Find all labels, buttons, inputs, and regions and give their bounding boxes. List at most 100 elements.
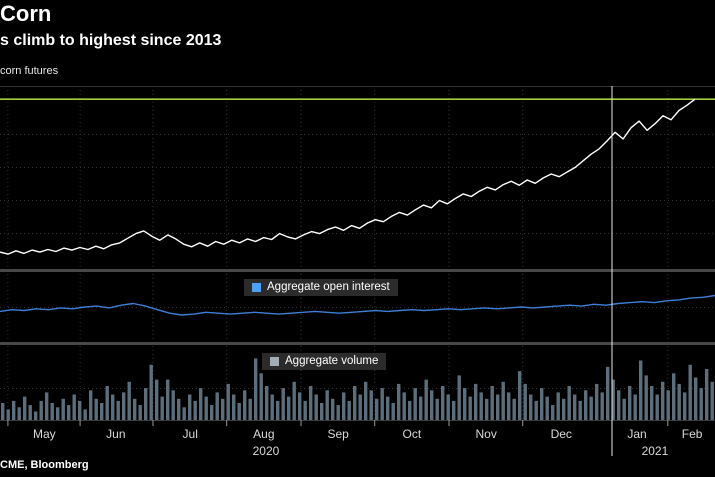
panel-divider-lower xyxy=(0,342,715,345)
volume-bar xyxy=(446,394,450,420)
volume-bar xyxy=(369,390,373,420)
x-axis-month-feb: Feb xyxy=(681,427,703,441)
volume-bar xyxy=(61,398,65,421)
volume-bar xyxy=(397,383,401,420)
volume-bar xyxy=(210,405,214,420)
volume-bar xyxy=(17,407,21,420)
legend-volume: Aggregate volume xyxy=(262,353,387,370)
volume-bar xyxy=(56,407,60,420)
volume-bar xyxy=(666,390,670,420)
volume-bar xyxy=(12,400,16,420)
volume-bar xyxy=(171,390,175,420)
volume-bar xyxy=(529,394,533,420)
panel-divider-upper xyxy=(0,269,715,272)
volume-bar xyxy=(386,396,390,420)
volume-bar xyxy=(353,386,357,420)
x-axis-month-sep: Sep xyxy=(327,427,349,441)
volume-bar xyxy=(479,392,483,420)
legend-open-interest-label: Aggregate open interest xyxy=(267,281,390,293)
volume-bar xyxy=(490,386,494,420)
volume-bar xyxy=(144,388,148,420)
volume-bar xyxy=(320,403,324,420)
volume-bar xyxy=(402,392,406,420)
volume-bar xyxy=(303,400,307,420)
x-axis-month-jan: Jan xyxy=(627,427,647,441)
volume-bar xyxy=(133,398,137,421)
volume-bar xyxy=(391,403,395,420)
volume-bar xyxy=(149,364,153,421)
volume-bar xyxy=(534,400,538,420)
volume-bar xyxy=(699,388,703,420)
volume-bar xyxy=(523,383,527,420)
x-axis-month-nov: Nov xyxy=(475,427,497,441)
volume-bar xyxy=(611,379,615,420)
volume-bar xyxy=(243,390,247,420)
x-axis-month-oct: Oct xyxy=(402,427,422,441)
volume-bar xyxy=(122,392,126,420)
legend-open-interest: Aggregate open interest xyxy=(244,279,398,296)
volume-bar xyxy=(270,394,274,420)
volume-bar xyxy=(298,392,302,420)
volume-bar xyxy=(221,398,225,421)
volume-bar xyxy=(556,392,560,420)
volume-bar xyxy=(160,396,164,420)
volume-bar xyxy=(166,379,170,420)
price-series-label: corn futures xyxy=(0,65,59,77)
volume-bar xyxy=(600,392,604,420)
open-interest-line xyxy=(0,294,715,316)
volume-bar xyxy=(78,400,82,420)
volume-bar xyxy=(463,388,467,420)
volume-bar xyxy=(177,398,181,421)
x-axis-month-jul: Jul xyxy=(182,427,198,441)
volume-bar xyxy=(650,386,654,420)
page-title: Corn xyxy=(0,1,52,26)
volume-bar xyxy=(617,390,621,420)
volume-bar xyxy=(105,386,109,420)
volume-bar xyxy=(545,396,549,420)
volume-bar xyxy=(232,394,236,420)
volume-bar xyxy=(204,396,208,420)
volume-bars xyxy=(1,358,714,421)
volume-bar xyxy=(452,400,456,420)
volume-bar xyxy=(485,398,489,421)
volume-bar xyxy=(441,386,445,420)
volume-bar xyxy=(468,396,472,420)
volume-bar xyxy=(182,407,186,420)
volume-bar xyxy=(34,411,38,420)
volume-bar xyxy=(336,405,340,420)
volume-bar xyxy=(83,409,87,420)
volume-bar xyxy=(237,403,241,420)
volume-bar xyxy=(199,388,203,420)
volume-bar xyxy=(287,396,291,420)
volume-bar xyxy=(138,405,142,420)
volume-bar xyxy=(710,381,714,421)
volume-bar xyxy=(380,388,384,420)
chart-subtitle: s climb to highest since 2013 xyxy=(0,32,222,49)
volume-bar xyxy=(474,383,478,420)
volume-bar xyxy=(633,394,637,420)
x-axis-month-aug: Aug xyxy=(253,427,275,441)
volume-bar xyxy=(6,409,10,420)
volume-bar xyxy=(259,373,263,421)
volume-bar xyxy=(622,398,626,421)
volume-bar xyxy=(265,386,269,420)
volume-bar xyxy=(39,400,43,420)
volume-bar xyxy=(518,371,522,420)
volume-bar xyxy=(507,392,511,420)
volume-bar xyxy=(584,390,588,420)
volume-bar xyxy=(551,405,555,420)
volume-bar xyxy=(639,360,643,420)
volume-bar xyxy=(457,375,461,420)
volume-bar xyxy=(276,400,280,420)
volume-bar xyxy=(292,381,296,421)
volume-bar xyxy=(155,379,159,420)
volume-bar xyxy=(364,381,368,421)
volume-bar xyxy=(655,394,659,420)
volume-bar xyxy=(688,364,692,421)
x-axis-month-jun: Jun xyxy=(106,427,126,441)
volume-bar xyxy=(435,398,439,421)
volume-bar xyxy=(314,394,318,420)
volume-bar xyxy=(358,394,362,420)
volume-bar xyxy=(672,373,676,421)
